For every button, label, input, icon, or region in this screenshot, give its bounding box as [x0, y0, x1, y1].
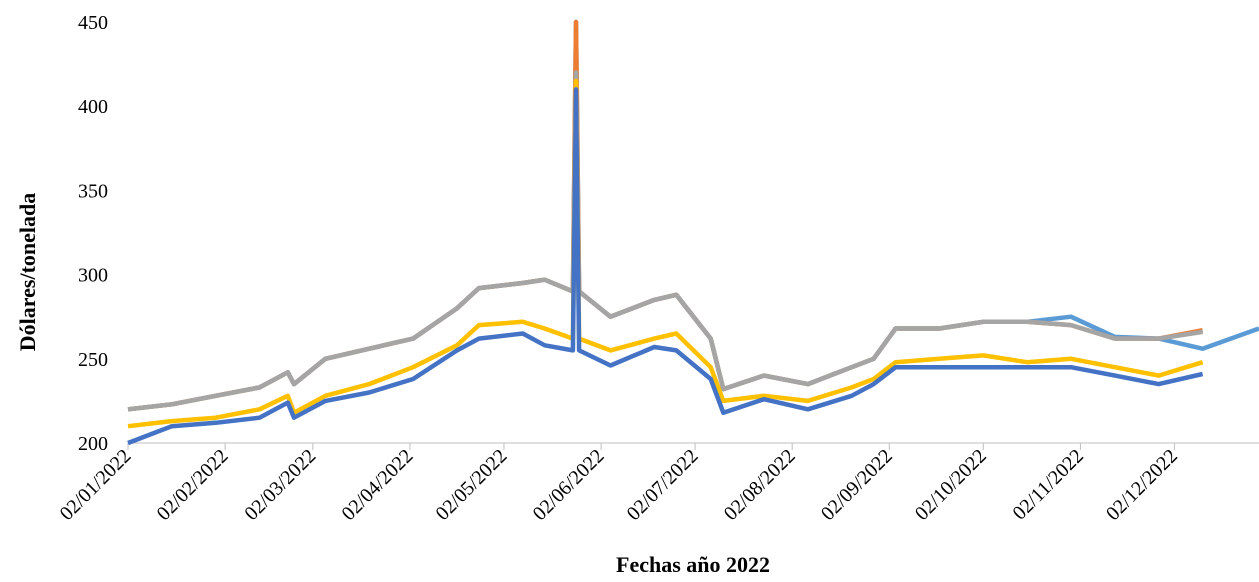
x-tick-label: 02/12/2022 [1102, 445, 1182, 525]
x-tick-label: 02/11/2022 [1008, 445, 1087, 524]
y-tick-label: 300 [78, 265, 108, 287]
x-tick-label: 02/09/2022 [817, 445, 897, 525]
x-tick-label: 02/03/2022 [240, 445, 320, 525]
x-tick-label: 02/08/2022 [720, 445, 800, 525]
y-tick-label: 400 [78, 96, 108, 118]
series-line [127, 19, 1204, 412]
x-tick-label: 02/04/2022 [338, 445, 418, 525]
x-tick-label: 02/06/2022 [529, 445, 609, 525]
y-tick-label: 350 [78, 180, 108, 202]
y-tick-label: 250 [78, 349, 108, 371]
series-line [127, 78, 1204, 429]
series-line [127, 87, 1204, 446]
x-tick-label: 02/01/2022 [56, 445, 136, 525]
y-tick-label: 450 [78, 12, 108, 34]
x-tick-label: 02/05/2022 [431, 445, 511, 525]
y-tick-label: 200 [78, 433, 108, 455]
x-tick-label: 02/02/2022 [153, 445, 233, 525]
series-line [127, 70, 1203, 412]
x-axis-label: Fechas año 2022 [616, 552, 770, 577]
x-tick-label: 02/07/2022 [623, 445, 703, 525]
y-axis-label: Dólares/tonelada [15, 193, 40, 351]
x-tick-label: 02/10/2022 [911, 445, 991, 525]
